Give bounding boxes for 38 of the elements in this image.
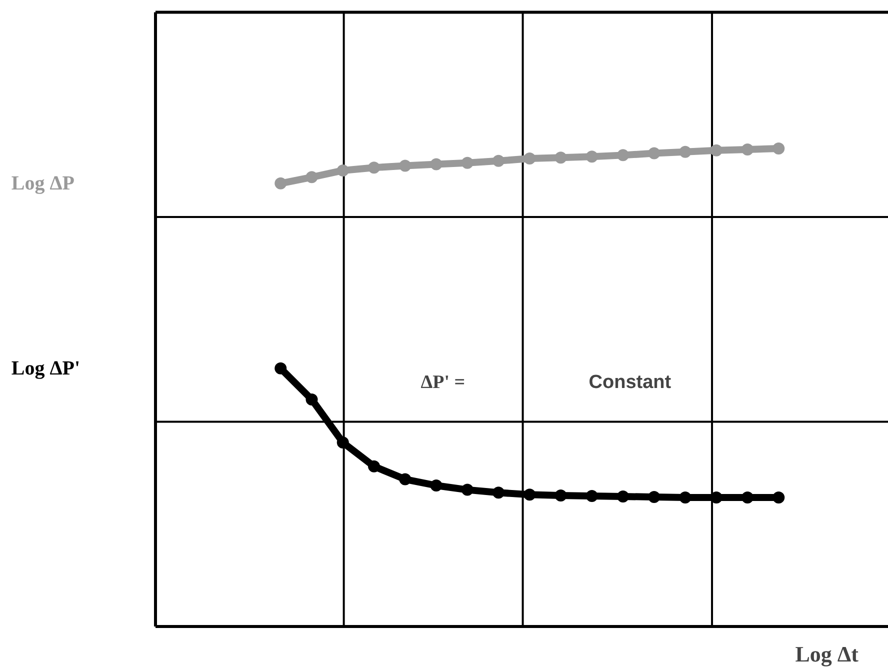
point xyxy=(461,484,474,496)
point xyxy=(772,142,785,154)
point xyxy=(368,162,380,174)
point xyxy=(617,149,630,162)
annotation: Constant xyxy=(588,372,672,394)
point xyxy=(492,486,504,499)
point xyxy=(399,473,412,486)
annotation: ΔP' = xyxy=(420,372,466,394)
point xyxy=(586,490,598,502)
point xyxy=(742,491,754,504)
point xyxy=(554,490,567,502)
point xyxy=(336,164,349,176)
point xyxy=(274,362,287,374)
point xyxy=(306,171,318,184)
text: Log ΔP xyxy=(11,172,75,194)
point xyxy=(772,491,785,504)
point xyxy=(306,393,318,406)
point xyxy=(368,460,380,472)
point xyxy=(554,152,567,164)
point xyxy=(648,147,660,160)
point xyxy=(742,143,754,156)
point xyxy=(524,152,536,165)
x-axis-title: Log Δt xyxy=(795,642,860,666)
point xyxy=(524,488,536,501)
point xyxy=(399,160,412,172)
point xyxy=(679,146,692,158)
point xyxy=(617,490,630,502)
point xyxy=(679,491,692,504)
point xyxy=(430,158,442,170)
point xyxy=(492,154,504,167)
text: Log ΔP' xyxy=(11,357,80,380)
point xyxy=(710,144,722,156)
point xyxy=(586,150,598,163)
point xyxy=(648,490,660,503)
point xyxy=(274,177,287,190)
point xyxy=(430,480,442,492)
point xyxy=(461,156,474,169)
point xyxy=(336,436,349,448)
